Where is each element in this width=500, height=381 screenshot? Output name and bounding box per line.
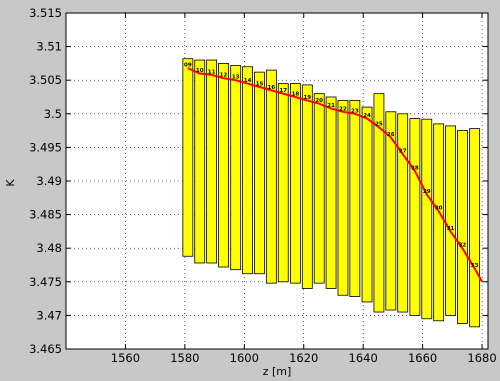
y-tick-label: 3.48 [36,241,62,255]
range-bar [313,93,325,284]
range-bar [457,130,468,324]
range-bar [349,99,361,297]
bar-number-label: 09 [184,63,192,69]
bar-number-label: 16 [268,85,276,91]
bar-number-label: 29 [423,189,431,195]
y-tick-label: 3.515 [29,6,62,20]
y-tick-label: 3.495 [29,140,62,154]
bar-number-label: 11 [208,69,216,75]
bar-number-label: 13 [232,75,240,81]
y-tick-label: 3.475 [29,275,62,289]
range-bar [469,128,481,328]
bar-number-label: 26 [387,132,395,138]
bar-number-label: 14 [244,78,252,84]
x-tick-label: 1620 [289,351,318,365]
x-tick-label: 1600 [230,351,259,365]
y-tick-label: 3.49 [36,174,62,188]
range-bar [301,84,313,289]
range-bar [218,63,229,268]
bar-number-label: 20 [315,98,323,104]
bar-number-label: 10 [196,68,204,74]
range-bar [445,125,456,316]
bar-number-label: 12 [220,73,228,79]
y-tick-label: 3.485 [29,208,62,222]
y-axis-label: K [4,179,17,187]
range-bar [409,118,421,316]
range-bar [230,65,242,271]
range-bar [373,93,385,313]
y-tick-label: 3.505 [29,73,62,87]
bar-number-label: 31 [447,226,455,232]
range-bar [206,59,218,264]
x-tick-label: 1580 [170,351,199,365]
axes: 1560 1580 1600 1620 1640 1660 16803.4653.473.4… [29,6,497,365]
y-tick-label: 3.47 [36,308,62,322]
range-bar [385,111,397,311]
x-axis-label: z [m] [263,365,292,378]
x-tick-label: 1640 [349,351,378,365]
range-bar [254,71,265,275]
range-bar [182,58,194,257]
bar-number-label: 28 [411,165,419,171]
range-bar [337,99,349,296]
bar-number-label: 25 [375,122,383,128]
bar-number-label: 24 [363,113,371,119]
bar-number-label: 23 [351,108,359,114]
range-bar [265,69,277,284]
range-bar [325,96,337,289]
line-series [187,67,483,283]
bar-number-label: 15 [256,81,264,87]
range-bar [433,123,445,322]
bar-number-label: 30 [435,206,443,212]
range-bar [421,118,433,320]
bar-number-label: 18 [292,92,300,98]
y-tick-label: 3.5 [44,107,62,121]
bars [182,58,481,328]
range-bar [194,59,206,264]
range-bar [242,66,253,275]
x-tick-label: 1680 [467,351,496,365]
x-tick-label: 1560 [111,351,140,365]
bar-number-label: 27 [399,149,407,155]
bar-number-label: 19 [303,95,311,101]
y-tick-label: 3.465 [29,342,62,356]
range-bar [397,113,409,313]
bar-number-label: 32 [459,243,467,249]
bar-number-label: 33 [471,263,479,269]
bar-number-label: 21 [327,103,335,109]
x-tick-label: 1660 [408,351,437,365]
range-bar [277,83,289,283]
red-fit-line [187,67,483,283]
range-bar [290,83,301,284]
range-bar [361,106,373,303]
y-tick-label: 3.51 [36,40,62,54]
bar-number-label: 22 [339,106,347,112]
bar-number-label: 17 [279,88,287,94]
